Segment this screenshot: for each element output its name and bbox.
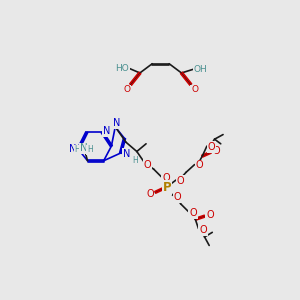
Text: O: O bbox=[206, 210, 214, 220]
Text: O: O bbox=[177, 176, 184, 186]
Text: OH: OH bbox=[194, 64, 208, 74]
Text: O: O bbox=[123, 85, 130, 94]
Text: N: N bbox=[103, 127, 110, 136]
Text: O: O bbox=[212, 146, 220, 157]
Text: H: H bbox=[75, 146, 80, 154]
Text: O: O bbox=[144, 160, 152, 170]
Text: N: N bbox=[113, 118, 121, 128]
Text: H: H bbox=[87, 146, 93, 154]
Text: HO: HO bbox=[115, 64, 129, 73]
Text: O: O bbox=[199, 225, 207, 235]
Text: N: N bbox=[123, 149, 130, 159]
Text: O: O bbox=[191, 85, 198, 94]
Text: O: O bbox=[162, 173, 170, 184]
Text: O: O bbox=[146, 189, 154, 199]
Text: N: N bbox=[69, 144, 76, 154]
Text: O: O bbox=[189, 208, 197, 218]
Text: H: H bbox=[132, 156, 138, 165]
Text: O: O bbox=[174, 192, 182, 202]
Text: O: O bbox=[195, 160, 203, 170]
Text: N: N bbox=[80, 143, 88, 153]
Text: O: O bbox=[208, 142, 215, 152]
Text: P: P bbox=[163, 181, 171, 194]
